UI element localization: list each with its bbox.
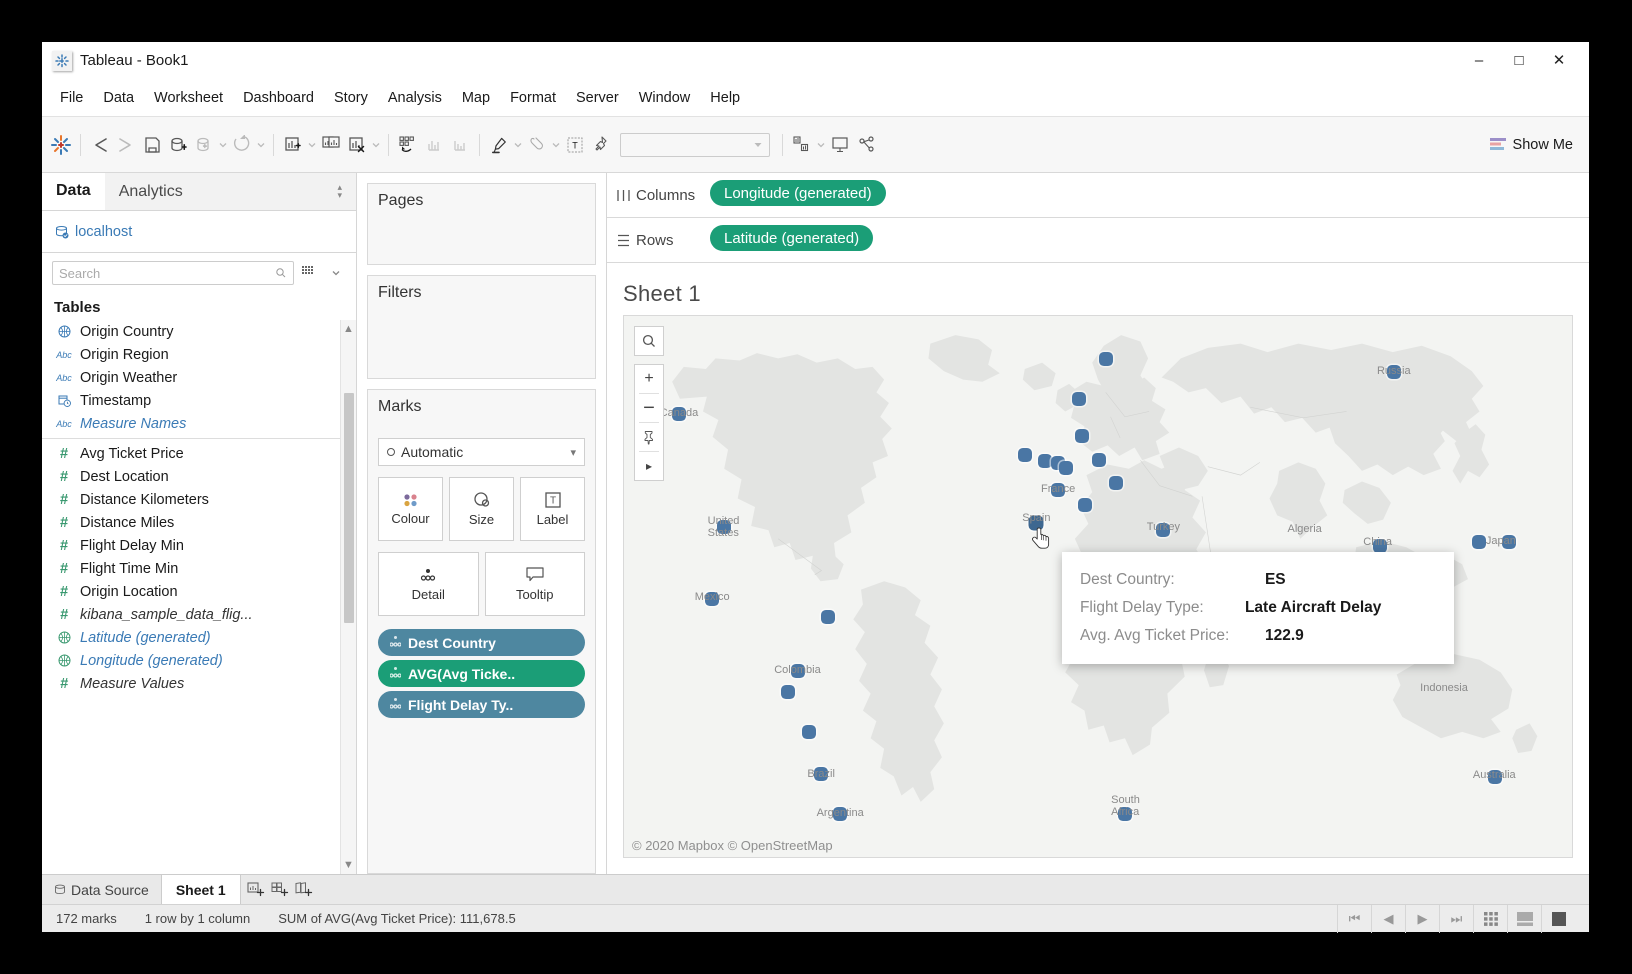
svg-text:T: T bbox=[549, 495, 555, 506]
svg-text:T: T bbox=[572, 140, 578, 150]
